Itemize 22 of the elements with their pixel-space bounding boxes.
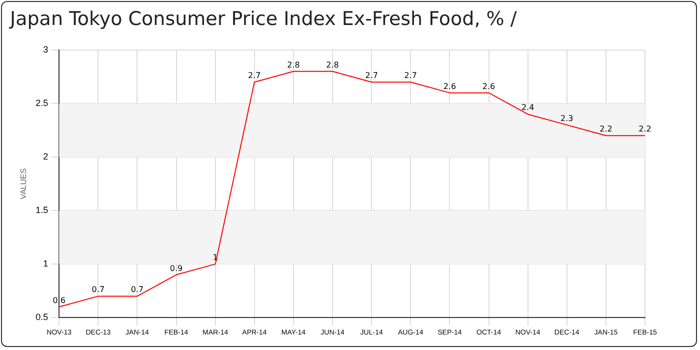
y-tick-label: 2 (43, 152, 48, 162)
data-label: 2.8 (287, 60, 300, 70)
data-label: 2.7 (365, 71, 378, 80)
data-label: 2.3 (560, 114, 574, 123)
data-label: 2.6 (482, 82, 496, 91)
y-tick-label: 0.5 (36, 312, 48, 322)
data-label: 2.2 (638, 124, 652, 134)
data-label: 2.4 (521, 103, 534, 112)
data-label: 0.9 (170, 264, 183, 273)
data-label: 2.8 (326, 60, 339, 70)
data-label: 0.7 (92, 285, 105, 294)
data-label: 0.7 (130, 285, 144, 294)
chart-title: Japan Tokyo Consumer Price Index Ex-Fresh Food, % / (10, 8, 517, 30)
data-label: 2.2 (600, 124, 612, 134)
y-tick-label: 1 (43, 258, 48, 269)
y-tick-label: 3 (43, 44, 48, 54)
y-axis-title: VALUES (19, 168, 28, 200)
data-label: 2.7 (404, 71, 418, 80)
y-tick-label: 2.5 (36, 98, 48, 108)
y-tick-label: 1.5 (36, 205, 48, 216)
data-label: 2.6 (443, 82, 456, 91)
data-label: 2.7 (248, 71, 261, 80)
